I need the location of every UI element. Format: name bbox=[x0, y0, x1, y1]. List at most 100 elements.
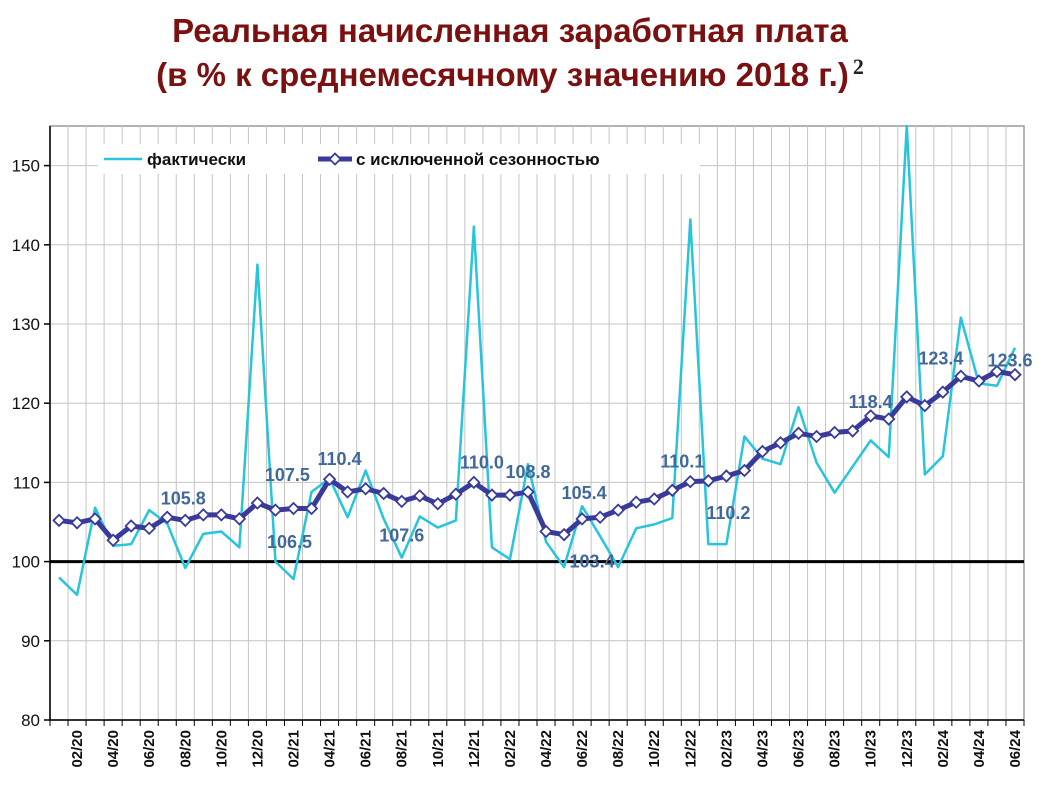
data-label: 107.6 bbox=[379, 525, 424, 545]
series-seasonally-adjusted-marker bbox=[899, 390, 914, 404]
series-seasonally-adjusted-marker bbox=[755, 444, 770, 459]
series-seasonally-adjusted-marker bbox=[214, 508, 229, 522]
series-seasonally-adjusted-marker bbox=[485, 488, 499, 502]
x-tick-label: 08/20 bbox=[177, 730, 194, 768]
x-tick-label: 08/21 bbox=[394, 730, 411, 768]
series-seasonally-adjusted-marker bbox=[449, 487, 463, 502]
series-seasonally-adjusted-marker bbox=[268, 503, 283, 517]
x-tick-label: 12/20 bbox=[249, 730, 266, 768]
series-seasonally-adjusted-marker bbox=[773, 436, 788, 450]
x-tick-label: 08/23 bbox=[827, 730, 844, 768]
grid bbox=[49, 125, 1025, 721]
series-seasonally-adjusted-marker bbox=[647, 492, 662, 506]
data-label: 103.4 bbox=[570, 552, 615, 572]
data-label: 123.6 bbox=[987, 351, 1032, 371]
series-seasonally-adjusted-marker bbox=[376, 486, 391, 501]
series-seasonally-adjusted-marker bbox=[88, 512, 102, 526]
series-seasonally-adjusted-marker bbox=[250, 496, 265, 510]
x-tick-label: 04/23 bbox=[754, 730, 771, 768]
x-tick-label: 02/20 bbox=[69, 730, 86, 768]
series-seasonally-adjusted-marker bbox=[954, 369, 968, 384]
series-seasonally-adjusted-marker bbox=[467, 475, 481, 490]
series-seasonally-adjusted-marker bbox=[106, 533, 120, 547]
series-seasonally-adjusted-marker bbox=[196, 508, 211, 522]
series-seasonally-adjusted-marker bbox=[52, 513, 66, 528]
series-seasonally-adjusted-marker bbox=[304, 501, 319, 516]
x-tick-label: 06/23 bbox=[791, 730, 808, 768]
data-label: 118.4 bbox=[849, 392, 893, 412]
data-label: 110.1 bbox=[660, 452, 704, 472]
data-label: 110.2 bbox=[706, 503, 750, 523]
chart-subtitle-text: (в % к среднемесячному значению 2018 г.) bbox=[156, 56, 849, 93]
x-tick-label: 10/20 bbox=[213, 730, 230, 768]
series-seasonally-adjusted-marker bbox=[286, 501, 301, 516]
legend: фактически с исключенной сезонностью bbox=[98, 144, 700, 174]
series-seasonally-adjusted-marker bbox=[791, 426, 806, 441]
y-tick-label: 120 bbox=[12, 394, 40, 413]
series-seasonally-adjusted-marker bbox=[719, 469, 734, 483]
y-tick-label: 140 bbox=[12, 236, 40, 255]
legend-sa-marker bbox=[328, 152, 342, 166]
x-tick-label: 12/22 bbox=[682, 730, 699, 768]
x-tick-label: 08/22 bbox=[610, 730, 627, 768]
series-seasonally-adjusted-marker bbox=[936, 385, 950, 399]
legend-actual-label: фактически bbox=[147, 150, 246, 169]
series-seasonally-adjusted-marker bbox=[124, 519, 138, 533]
data-label: 123.4 bbox=[918, 348, 963, 368]
x-tick-label: 02/24 bbox=[935, 729, 952, 767]
data-label: 110.0 bbox=[460, 452, 504, 472]
y-tick-label: 150 bbox=[12, 157, 40, 176]
series-seasonally-adjusted-marker bbox=[611, 503, 625, 517]
x-tick-label: 04/21 bbox=[322, 730, 339, 768]
series-seasonally-adjusted-marker bbox=[827, 425, 842, 440]
series-seasonally-adjusted-marker bbox=[845, 424, 860, 438]
series-seasonally-adjusted-marker bbox=[142, 521, 156, 536]
data-label: 107.5 bbox=[265, 465, 310, 485]
series-seasonally-adjusted-marker bbox=[539, 524, 553, 539]
footnote-marker: 2 bbox=[852, 54, 864, 79]
series-seasonally-adjusted-marker bbox=[701, 474, 716, 488]
series-seasonally-adjusted-marker bbox=[665, 483, 680, 498]
series-seasonally-adjusted-marker bbox=[178, 513, 193, 528]
series-group bbox=[52, 124, 1022, 597]
x-tick-label: 10/23 bbox=[863, 730, 880, 768]
series-seasonally-adjusted-marker bbox=[358, 481, 373, 496]
series-seasonally-adjusted-marker bbox=[557, 527, 571, 542]
y-tick-label: 110 bbox=[13, 473, 40, 492]
data-labels: 105.8 107.5 106.5 110.4 107.6 110.0 108.8 105.4… bbox=[161, 348, 1033, 571]
x-tick-label: 06/20 bbox=[141, 730, 158, 768]
series-seasonally-adjusted-marker bbox=[575, 512, 589, 526]
x-tick-label: 06/24 bbox=[1007, 729, 1024, 767]
data-label: 110.4 bbox=[318, 449, 362, 469]
x-tick-label: 12/23 bbox=[899, 730, 916, 768]
x-tick-label: 10/21 bbox=[430, 730, 447, 768]
x-tick-label: 04/20 bbox=[105, 730, 122, 768]
series-seasonally-adjusted-marker bbox=[431, 497, 445, 511]
series-seasonally-adjusted-marker bbox=[593, 510, 607, 525]
series-seasonally-adjusted-marker bbox=[70, 516, 84, 530]
series-seasonally-adjusted-marker bbox=[737, 463, 752, 478]
x-tick-label: 12/21 bbox=[466, 730, 483, 768]
y-tick-label: 130 bbox=[12, 315, 40, 334]
x-tick-label: 02/22 bbox=[502, 730, 519, 768]
x-tick-label: 02/21 bbox=[286, 730, 303, 768]
y-tick-label: 100 bbox=[12, 553, 40, 572]
legend-sa-label: с исключенной сезонностью bbox=[356, 150, 600, 169]
y-tick-label: 80 bbox=[21, 711, 40, 730]
chart-subtitle: (в % к среднемесячному значению 2018 г.)… bbox=[0, 54, 1020, 94]
series-seasonally-adjusted-marker bbox=[503, 488, 517, 502]
series-seasonally-adjusted-marker bbox=[918, 398, 932, 413]
series-seasonally-adjusted-marker bbox=[521, 485, 535, 499]
series-seasonally-adjusted-marker bbox=[809, 429, 824, 444]
data-label: 108.8 bbox=[505, 462, 550, 482]
series-seasonally-adjusted-marker bbox=[881, 412, 896, 426]
x-tick-label: 06/21 bbox=[358, 730, 375, 768]
series-seasonally-adjusted-marker bbox=[629, 495, 643, 509]
series-actual-line bbox=[58, 124, 1017, 597]
legend-box bbox=[98, 144, 700, 174]
series-seasonally-adjusted-marker bbox=[340, 485, 355, 499]
y-tick-label: 90 bbox=[21, 632, 40, 651]
x-tick-label: 06/22 bbox=[574, 730, 591, 768]
data-label: 106.5 bbox=[267, 532, 312, 552]
